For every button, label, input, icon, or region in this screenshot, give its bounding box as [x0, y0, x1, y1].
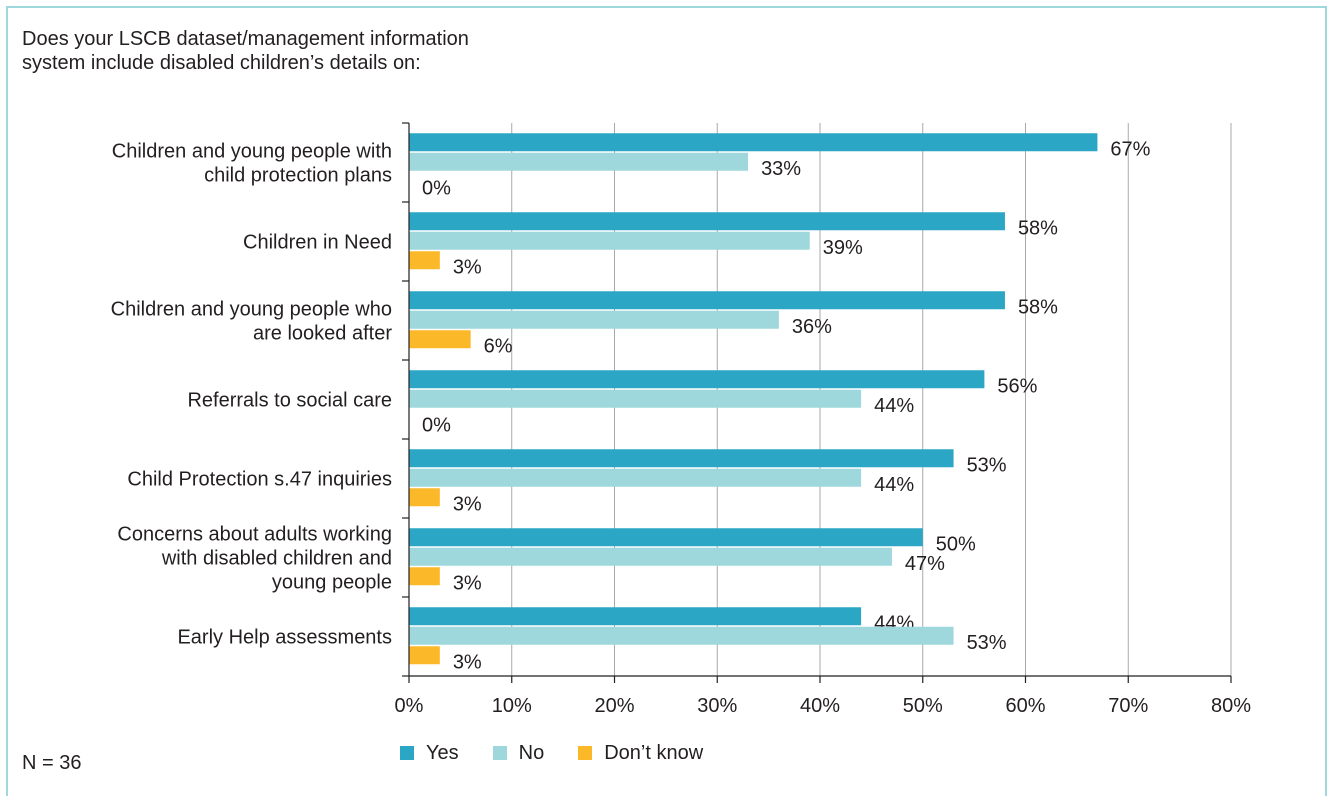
sample-size-note: N = 36	[22, 752, 82, 774]
bar	[409, 567, 440, 586]
category-label: Child Protection s.47 inquiries	[127, 469, 392, 491]
data-label: 39%	[823, 237, 863, 259]
legend-swatch	[578, 746, 593, 760]
category-label: child protection plans	[204, 165, 392, 187]
legend-label: Don’t know	[604, 741, 704, 764]
bar	[409, 547, 892, 566]
data-label: 50%	[936, 533, 976, 555]
bar	[409, 212, 1005, 231]
data-label: 56%	[997, 375, 1037, 397]
data-label: 3%	[453, 493, 482, 515]
bar	[409, 291, 1005, 310]
data-label: 0%	[422, 414, 451, 436]
legend-item: No	[492, 741, 545, 765]
legend-swatch	[492, 746, 507, 760]
data-label: 47%	[905, 553, 945, 575]
data-label: 44%	[874, 395, 914, 417]
x-tick-label: 10%	[492, 695, 532, 717]
x-tick-label: 30%	[697, 695, 737, 717]
bar	[409, 646, 440, 665]
data-label: 3%	[453, 256, 482, 278]
data-label: 36%	[792, 316, 832, 338]
bar	[409, 133, 1098, 152]
x-tick-label: 50%	[903, 695, 943, 717]
legend-label: Yes	[426, 741, 459, 764]
category-label: with disabled children and	[161, 548, 392, 570]
x-tick-label: 80%	[1211, 695, 1251, 717]
bar	[409, 251, 440, 270]
x-tick-label: 40%	[800, 695, 840, 717]
data-label: 0%	[422, 177, 451, 199]
bar	[409, 231, 810, 250]
data-label: 3%	[453, 572, 482, 594]
legend-swatch	[400, 746, 414, 760]
legend-label: No	[518, 741, 545, 764]
chart-question: Does your LSCB dataset/management inform…	[22, 28, 475, 74]
bar	[409, 449, 954, 468]
legend: Yes No Don’t know	[400, 740, 703, 766]
bar	[409, 528, 923, 547]
bar	[409, 607, 862, 626]
data-label: 33%	[761, 158, 801, 180]
category-label: Early Help assessments	[177, 627, 392, 649]
bar	[409, 488, 440, 507]
category-label: young people	[272, 572, 392, 594]
bar	[409, 152, 749, 171]
category-label: Referrals to social care	[187, 390, 392, 412]
x-tick-label: 60%	[1005, 695, 1045, 717]
bar	[409, 626, 954, 645]
category-label: Children in Need	[243, 232, 392, 254]
x-tick-label: 20%	[594, 695, 634, 717]
bar	[409, 310, 779, 329]
data-label: 44%	[874, 474, 914, 496]
data-label: 6%	[484, 335, 513, 357]
category-label: Children and young people who	[111, 299, 392, 321]
bar	[409, 370, 985, 389]
data-label: 53%	[967, 632, 1007, 654]
category-label: are looked after	[253, 323, 392, 345]
x-tick-label: 0%	[395, 695, 424, 717]
x-tick-label: 70%	[1108, 695, 1148, 717]
data-label: 58%	[1018, 296, 1058, 318]
data-label: 3%	[453, 651, 482, 673]
data-label: 53%	[967, 454, 1007, 476]
legend-item: Yes	[400, 742, 459, 765]
legend-item: Don’t know	[578, 742, 703, 765]
bar	[409, 330, 471, 349]
data-label: 67%	[1110, 138, 1150, 160]
data-label: 58%	[1018, 217, 1058, 239]
bar	[409, 468, 862, 487]
chart-frame	[6, 6, 1327, 796]
category-label: Children and young people with	[112, 141, 392, 163]
bar	[409, 389, 862, 408]
category-label: Concerns about adults working	[117, 524, 392, 546]
